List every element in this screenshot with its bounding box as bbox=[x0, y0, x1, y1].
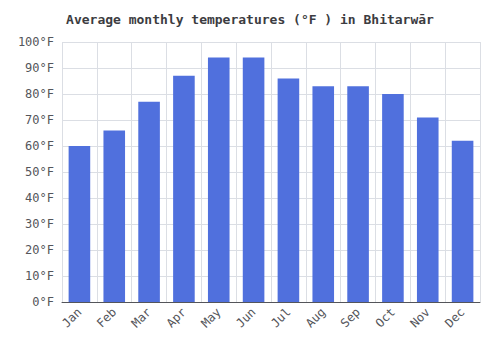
svg-text:Sep: Sep bbox=[338, 305, 363, 330]
svg-text:Mar: Mar bbox=[129, 305, 154, 330]
svg-text:Aug: Aug bbox=[303, 305, 328, 330]
svg-text:50°F: 50°F bbox=[25, 165, 54, 179]
svg-text:Average monthly temperatures (: Average monthly temperatures (°F ) in Bh… bbox=[66, 12, 434, 27]
svg-text:10°F: 10°F bbox=[25, 269, 54, 283]
svg-text:70°F: 70°F bbox=[25, 113, 54, 127]
svg-text:20°F: 20°F bbox=[25, 243, 54, 257]
svg-text:Nov: Nov bbox=[407, 305, 432, 330]
svg-text:Jul: Jul bbox=[268, 305, 293, 330]
svg-text:0°F: 0°F bbox=[32, 295, 54, 309]
svg-text:Feb: Feb bbox=[94, 305, 119, 330]
svg-text:May: May bbox=[198, 305, 223, 330]
svg-text:Oct: Oct bbox=[373, 305, 398, 330]
svg-text:30°F: 30°F bbox=[25, 217, 54, 231]
svg-text:Jun: Jun bbox=[233, 305, 258, 330]
svg-text:40°F: 40°F bbox=[25, 191, 54, 205]
svg-text:Apr: Apr bbox=[164, 305, 189, 330]
svg-text:60°F: 60°F bbox=[25, 139, 54, 153]
svg-text:100°F: 100°F bbox=[18, 35, 54, 49]
svg-text:90°F: 90°F bbox=[25, 61, 54, 75]
svg-text:80°F: 80°F bbox=[25, 87, 54, 101]
svg-text:Jan: Jan bbox=[59, 305, 84, 330]
svg-text:Dec: Dec bbox=[442, 305, 467, 330]
